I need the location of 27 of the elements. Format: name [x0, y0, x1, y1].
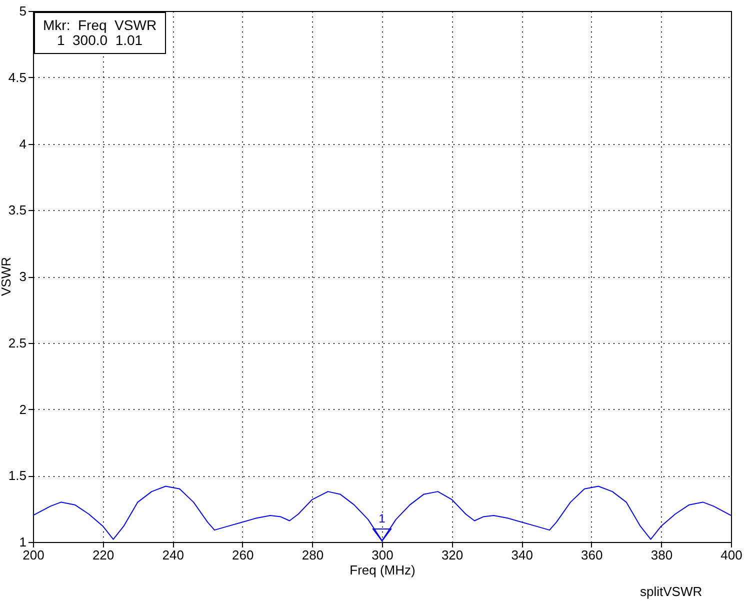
y-axis-title: VSWR — [0, 257, 14, 296]
y-tick-label: 4.5 — [8, 70, 26, 85]
y-tick-label: 2.5 — [8, 335, 26, 350]
y-tick-label: 4 — [19, 136, 26, 152]
line-series — [33, 486, 731, 542]
x-tick-label: 380 — [650, 548, 673, 562]
x-axis-title: Freq (MHz) — [350, 562, 416, 578]
text: splitVSWR — [640, 584, 702, 599]
x-tick-label: 280 — [302, 548, 324, 562]
annotation: Mkr: Freq VSWR — [43, 17, 157, 33]
y-tick-label: 2 — [19, 402, 26, 417]
x-tick-label: 320 — [441, 548, 464, 562]
x-tick-label: 260 — [232, 548, 254, 562]
y-tick-label: 1.5 — [8, 468, 26, 484]
x-tick-label: 400 — [720, 548, 742, 562]
x-tick-label: 300 — [372, 548, 394, 562]
y-tick-label: 1 — [19, 534, 26, 550]
x-tick-label: 200 — [22, 548, 44, 562]
x-tick-label: 240 — [162, 548, 184, 562]
annotation: 1 300.0 1.01 — [56, 32, 144, 48]
x-tick-label: 220 — [92, 548, 114, 562]
annotation: 1 — [378, 512, 386, 526]
y-tick-label: 5 — [19, 4, 26, 18]
y-tick-label: 3.5 — [8, 202, 26, 218]
x-tick-label: 360 — [581, 548, 603, 562]
x-tick-label: 340 — [511, 548, 533, 562]
y-tick-label: 3 — [19, 269, 26, 284]
